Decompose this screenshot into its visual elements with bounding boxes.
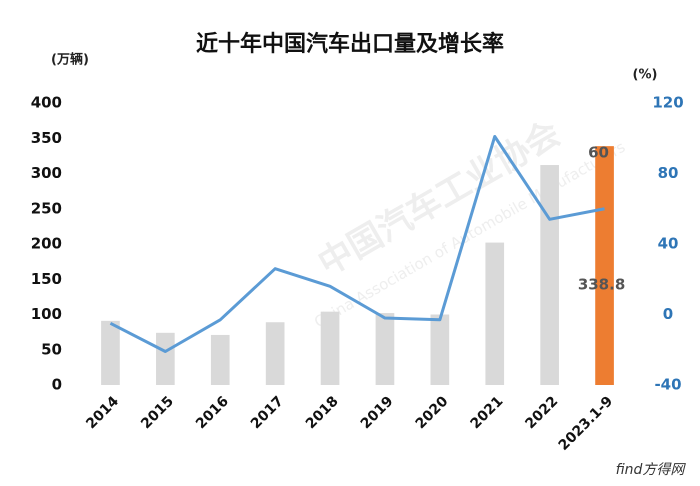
bar <box>430 314 450 385</box>
x-tick-label: 2017 <box>248 393 287 432</box>
line <box>109 134 605 354</box>
y2-tick-label: 120 <box>652 94 683 112</box>
bar <box>485 242 505 385</box>
x-tick-label: 2019 <box>358 393 397 432</box>
x-tick-label: 2021 <box>468 393 507 432</box>
bar <box>210 334 230 385</box>
x-tick-label: 2014 <box>83 393 122 432</box>
y-tick-label: 0 <box>52 376 62 394</box>
bar <box>595 146 614 385</box>
y2-tick-label: 40 <box>658 235 679 253</box>
x-tick-label: 2023.1-9 <box>556 393 617 454</box>
data-label: 338.8 <box>578 276 625 294</box>
x-tick-label: 2022 <box>522 393 561 432</box>
bar <box>320 311 340 385</box>
y-tick-label: 150 <box>31 270 62 288</box>
bar <box>101 320 120 385</box>
x-tick-label: 2016 <box>193 393 232 432</box>
chart-title: 近十年中国汽车出口量及增长率 <box>196 31 504 57</box>
y2-tick-label: 0 <box>663 305 673 323</box>
y-tick-label: 400 <box>31 94 62 112</box>
x-tick-label: 2020 <box>413 393 452 432</box>
y-tick-label: 200 <box>31 235 62 253</box>
bar <box>375 313 395 385</box>
bar <box>540 165 559 385</box>
y2-tick-label: 80 <box>658 164 679 182</box>
bar <box>156 332 175 385</box>
x-tick-label: 2018 <box>303 393 342 432</box>
y-tick-label: 50 <box>41 340 62 358</box>
data-label: 60 <box>588 143 609 161</box>
y-tick-label: 300 <box>31 164 62 182</box>
source-mark: find方得网 <box>616 462 687 478</box>
y2-tick-label: -40 <box>654 376 681 394</box>
y-tick-label: 100 <box>31 305 62 323</box>
y-tick-label: 350 <box>31 129 62 147</box>
bar <box>265 322 285 385</box>
y-tick-label: 250 <box>31 199 62 217</box>
x-tick-label: 2015 <box>138 393 177 432</box>
y-axis-label: (万辆) <box>51 52 89 68</box>
y2-axis-label: (%) <box>633 68 658 83</box>
